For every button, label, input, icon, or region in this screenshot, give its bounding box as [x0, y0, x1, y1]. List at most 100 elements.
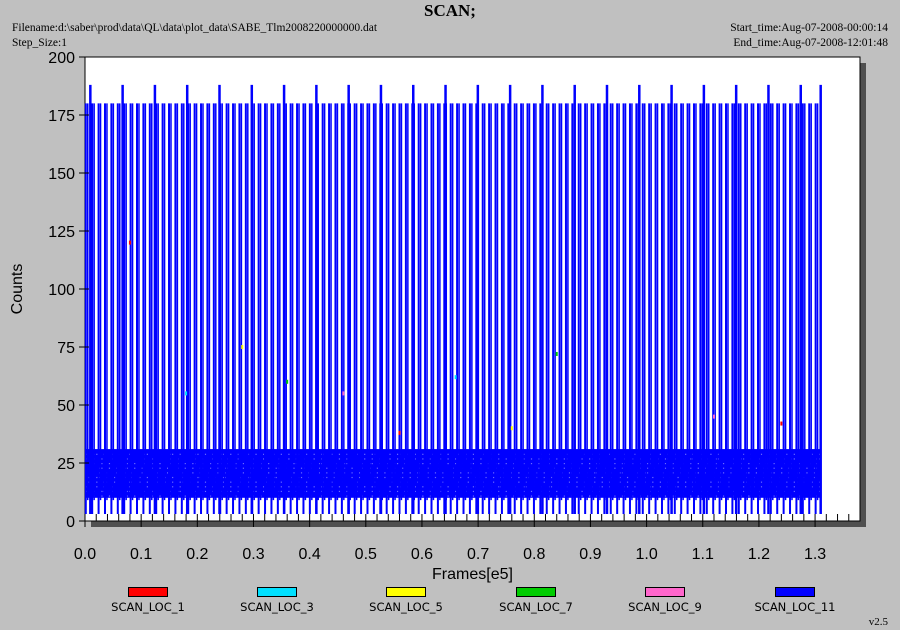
x-tick-label: 1.3	[804, 546, 826, 563]
band-speck	[685, 453, 687, 455]
x-tick-label: 0.1	[130, 546, 152, 563]
band-speck	[126, 458, 128, 460]
band-speck	[263, 453, 265, 455]
band-speck	[813, 472, 816, 474]
band-speck	[172, 453, 174, 455]
band-speck	[197, 453, 199, 455]
band-speck	[556, 458, 558, 460]
x-tick-label: 0.6	[411, 546, 433, 563]
band-speck	[460, 476, 462, 479]
y-axis-label: Counts	[9, 264, 26, 315]
band-speck	[101, 490, 103, 493]
band-speck	[172, 486, 174, 488]
band-speck	[730, 467, 732, 469]
band-speck	[690, 495, 692, 497]
band-speck	[480, 458, 482, 460]
band-speck	[197, 486, 199, 488]
band-speck	[326, 467, 328, 469]
band-speck	[563, 467, 565, 469]
band-speck	[649, 458, 651, 460]
band-speck	[237, 458, 239, 460]
data-marker	[128, 240, 131, 245]
band-speck	[346, 486, 348, 488]
band-speck	[389, 486, 391, 488]
band-speck	[217, 472, 219, 474]
series-other-markers	[128, 240, 783, 435]
band-speck	[313, 458, 315, 460]
version-label: v2.5	[868, 616, 888, 628]
band-speck	[108, 467, 111, 469]
band-speck	[159, 467, 161, 469]
band-speck	[710, 481, 712, 483]
band-speck	[551, 481, 553, 483]
band-speck	[326, 476, 328, 479]
band-speck	[781, 472, 783, 474]
band-speck	[722, 472, 725, 474]
band-speck	[396, 453, 399, 455]
band-speck	[237, 490, 239, 493]
band-speck	[697, 472, 699, 474]
band-speck	[621, 472, 624, 474]
band-speck	[275, 476, 277, 479]
band-speck	[422, 495, 424, 497]
band-speck	[263, 490, 265, 493]
band-speck	[601, 476, 603, 479]
band-speck	[255, 486, 257, 488]
band-speck	[338, 490, 341, 493]
band-speck	[563, 495, 565, 497]
band-speck	[748, 463, 750, 465]
y-tick-label: 100	[48, 282, 75, 299]
band-speck	[364, 458, 366, 460]
band-speck	[396, 486, 399, 488]
band-speck	[748, 472, 750, 474]
band-speck	[447, 453, 449, 455]
band-speck	[505, 495, 507, 497]
band-speck	[457, 486, 459, 488]
y-tick-label: 25	[57, 456, 75, 473]
band-speck	[237, 486, 239, 488]
data-marker	[712, 414, 715, 419]
x-tick-label: 0.2	[186, 546, 208, 563]
band-speck	[576, 486, 578, 488]
band-speck	[576, 481, 578, 483]
band-speck	[184, 495, 186, 497]
band-speck	[204, 486, 207, 488]
band-speck	[498, 490, 500, 493]
band-speck	[371, 486, 373, 488]
band-speck	[798, 472, 800, 474]
band-speck	[230, 481, 232, 483]
band-speck	[697, 467, 699, 469]
band-speck	[672, 463, 674, 465]
band-speck	[798, 463, 800, 465]
band-speck	[786, 486, 788, 488]
band-speck	[568, 481, 571, 483]
band-speck	[568, 472, 571, 474]
band-speck	[126, 490, 128, 493]
band-speck	[222, 481, 224, 483]
band-speck	[159, 495, 161, 497]
legend-item: SCAN_LOC_7	[476, 587, 596, 614]
band-speck	[447, 486, 449, 488]
band-speck	[376, 476, 378, 479]
band-speck	[715, 467, 717, 469]
band-speck	[480, 490, 482, 493]
band-speck	[255, 490, 257, 493]
band-speck	[414, 458, 416, 460]
band-speck	[745, 481, 747, 483]
band-speck	[690, 463, 692, 465]
band-speck	[169, 463, 171, 465]
band-speck	[498, 495, 500, 497]
legend-item: SCAN_LOC_11	[735, 587, 855, 614]
data-layer	[84, 84, 822, 515]
band-speck	[614, 495, 616, 497]
band-speck	[338, 486, 341, 488]
band-speck	[338, 458, 341, 460]
band-speck	[313, 490, 315, 493]
band-speck	[722, 463, 725, 465]
band-speck	[402, 467, 404, 469]
band-speck	[331, 453, 333, 455]
band-speck	[414, 486, 416, 488]
band-speck	[722, 467, 725, 469]
data-marker	[510, 426, 513, 431]
